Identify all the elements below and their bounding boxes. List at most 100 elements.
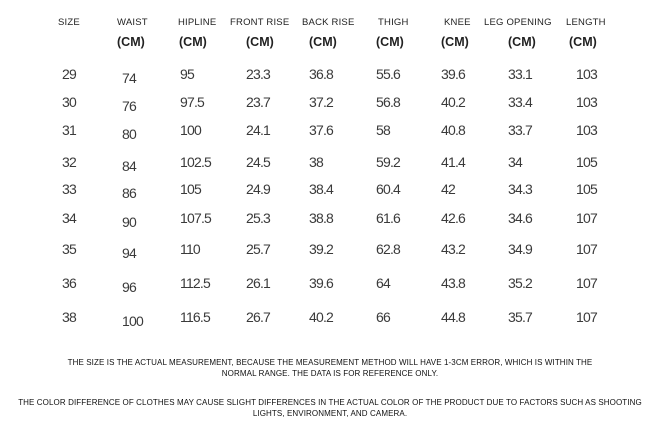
measurement-cell: 25.7 — [246, 241, 271, 257]
measurement-cell: 43.8 — [441, 275, 466, 291]
measurement-cell: 105 — [576, 154, 598, 170]
size-cell: 38 — [62, 309, 77, 325]
size-cell: 35 — [62, 241, 77, 257]
column-unit: (CM) — [441, 35, 469, 49]
measurement-cell: 24.1 — [246, 122, 271, 138]
measurement-cell: 107.5 — [180, 210, 212, 226]
measurement-cell: 80 — [122, 126, 137, 142]
measurement-cell: 116.5 — [180, 309, 211, 325]
measurement-cell: 97.5 — [180, 94, 205, 110]
measurement-cell: 24.9 — [246, 181, 271, 197]
measurement-cell: 38 — [309, 154, 324, 170]
column-unit: (CM) — [508, 35, 536, 49]
measurement-cell: 62.8 — [376, 241, 401, 257]
measurement-cell: 39.6 — [309, 275, 334, 291]
measurement-cell: 26.1 — [246, 275, 271, 291]
column-unit: (CM) — [179, 35, 207, 49]
measurement-cell: 34 — [508, 154, 523, 170]
column-header: LEG OPENING — [484, 17, 552, 28]
size-cell: 36 — [62, 275, 77, 291]
measurement-cell: 100 — [122, 313, 144, 329]
measurement-cell: 107 — [576, 309, 598, 325]
measurement-cell: 39.6 — [441, 66, 466, 82]
measurement-note: THE SIZE IS THE ACTUAL MEASUREMENT, BECA… — [67, 358, 593, 378]
measurement-cell: 58 — [376, 122, 391, 138]
measurement-cell: 107 — [576, 210, 598, 226]
measurement-cell: 107 — [576, 275, 598, 291]
measurement-cell: 36.8 — [309, 66, 334, 82]
measurement-cell: 26.7 — [246, 309, 271, 325]
measurement-cell: 84 — [122, 158, 137, 174]
measurement-cell: 40.8 — [441, 122, 466, 138]
measurement-cell: 90 — [122, 214, 137, 230]
size-cell: 34 — [62, 210, 77, 226]
measurement-cell: 56.8 — [376, 94, 401, 110]
measurement-cell: 34.9 — [508, 241, 533, 257]
column-unit: (CM) — [117, 35, 145, 49]
measurement-cell: 38.8 — [309, 210, 334, 226]
measurement-cell: 37.6 — [309, 122, 334, 138]
column-unit: (CM) — [246, 35, 274, 49]
measurement-cell: 23.7 — [246, 94, 271, 110]
measurement-cell: 112.5 — [180, 275, 211, 291]
size-cell: 30 — [62, 94, 77, 110]
column-header: THIGH — [378, 17, 409, 28]
column-header: KNEE — [444, 17, 471, 28]
measurement-cell: 25.3 — [246, 210, 271, 226]
column-header: WAIST — [117, 17, 148, 28]
column-header: HIPLINE — [178, 17, 217, 28]
column-unit: (CM) — [376, 35, 404, 49]
measurement-cell: 37.2 — [309, 94, 334, 110]
measurement-cell: 39.2 — [309, 241, 334, 257]
measurement-cell: 102.5 — [180, 154, 212, 170]
measurement-cell: 35.2 — [508, 275, 533, 291]
measurement-cell: 66 — [376, 309, 391, 325]
measurement-cell: 24.5 — [246, 154, 271, 170]
measurement-cell: 42 — [441, 181, 456, 197]
measurement-cell: 74 — [122, 70, 137, 86]
measurement-cell: 38.4 — [309, 181, 334, 197]
measurement-cell: 33.1 — [508, 66, 533, 82]
column-header: FRONT RISE — [230, 17, 290, 28]
measurement-cell: 107 — [576, 241, 598, 257]
measurement-cell: 103 — [576, 66, 598, 82]
measurement-cell: 94 — [122, 245, 137, 261]
column-header: SIZE — [58, 17, 80, 28]
measurement-cell: 60.4 — [376, 181, 401, 197]
measurement-cell: 76 — [122, 98, 137, 114]
measurement-cell: 61.6 — [376, 210, 401, 226]
size-cell: 29 — [62, 66, 77, 82]
size-cell: 31 — [62, 122, 77, 138]
measurement-cell: 110 — [180, 241, 201, 257]
column-header: LENGTH — [566, 17, 606, 28]
measurement-cell: 33.4 — [508, 94, 533, 110]
measurement-cell: 96 — [122, 279, 137, 295]
measurement-cell: 35.7 — [508, 309, 533, 325]
measurement-cell: 40.2 — [309, 309, 334, 325]
measurement-cell: 40.2 — [441, 94, 466, 110]
measurement-cell: 33.7 — [508, 122, 533, 138]
measurement-cell: 41.4 — [441, 154, 466, 170]
measurement-cell: 105 — [180, 181, 202, 197]
column-unit: (CM) — [309, 35, 337, 49]
column-header: BACK RISE — [302, 17, 355, 28]
column-unit: (CM) — [569, 35, 597, 49]
measurement-cell: 100 — [180, 122, 202, 138]
measurement-cell: 43.2 — [441, 241, 466, 257]
measurement-cell: 23.3 — [246, 66, 271, 82]
measurement-cell: 55.6 — [376, 66, 401, 82]
measurement-cell: 105 — [576, 181, 598, 197]
measurement-cell: 103 — [576, 122, 598, 138]
size-cell: 32 — [62, 154, 77, 170]
measurement-cell: 34.3 — [508, 181, 533, 197]
measurement-cell: 103 — [576, 94, 598, 110]
measurement-cell: 42.6 — [441, 210, 466, 226]
size-cell: 33 — [62, 181, 77, 197]
measurement-cell: 64 — [376, 275, 391, 291]
measurement-cell: 86 — [122, 185, 137, 201]
color-note: THE COLOR DIFFERENCE OF CLOTHES MAY CAUS… — [18, 398, 642, 418]
measurement-cell: 95 — [180, 66, 195, 82]
measurement-cell: 59.2 — [376, 154, 401, 170]
measurement-cell: 44.8 — [441, 309, 466, 325]
measurement-cell: 34.6 — [508, 210, 533, 226]
